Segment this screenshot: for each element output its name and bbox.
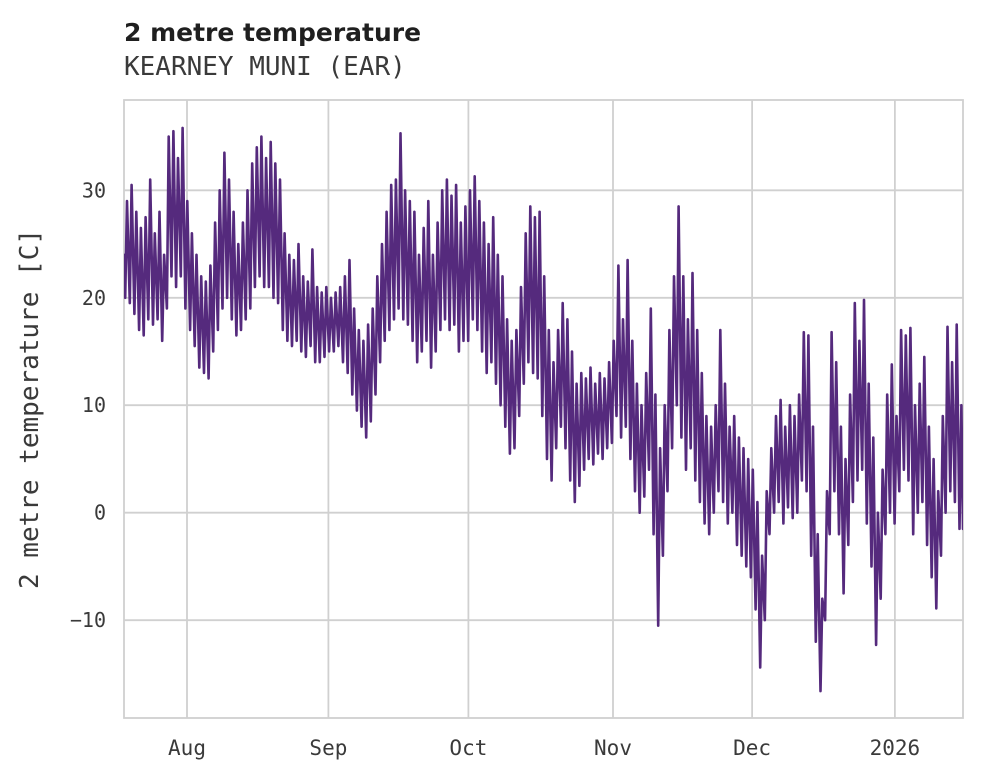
x-tick-label: Nov	[594, 736, 632, 760]
y-tick-label: 20	[82, 286, 106, 310]
temperature-line	[124, 126, 963, 693]
x-tick-label: Sep	[309, 736, 347, 760]
x-tick-label: 2026	[870, 736, 921, 760]
x-tick-label: Dec	[733, 736, 771, 760]
x-tick-label: Aug	[168, 736, 206, 760]
chart-subtitle: KEARNEY MUNI (EAR)	[124, 52, 406, 82]
chart-title: 2 metre temperature	[124, 18, 422, 47]
y-tick-label: 0	[94, 501, 106, 525]
y-tick-label: −10	[70, 608, 106, 632]
x-tick-label: Oct	[449, 736, 487, 760]
plot-border	[123, 99, 964, 719]
y-tick-label: 30	[82, 178, 106, 202]
y-tick-label: 10	[82, 393, 106, 417]
